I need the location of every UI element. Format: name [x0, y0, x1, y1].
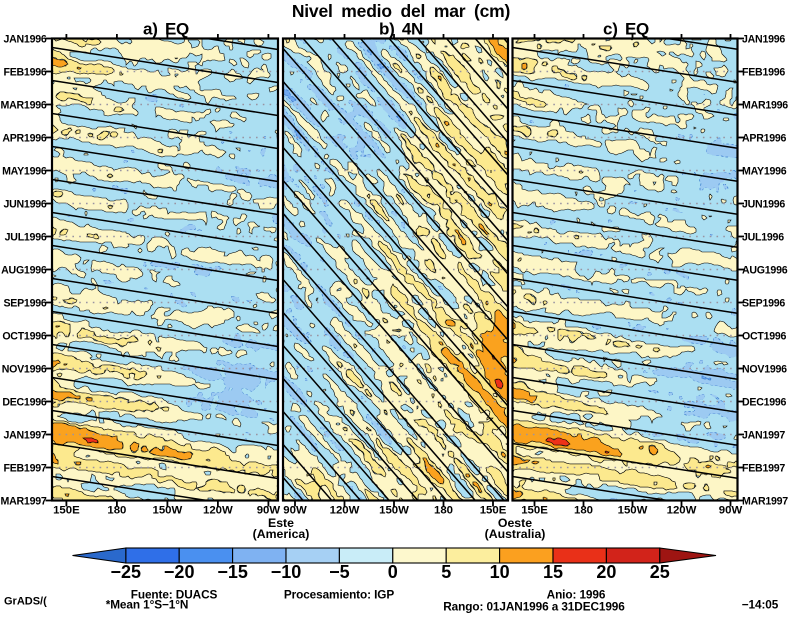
svg-text:NOV1996: NOV1996 [2, 363, 47, 375]
svg-text:b) 4N: b) 4N [379, 20, 423, 39]
svg-text:*Mean 1°S−1°N: *Mean 1°S−1°N [106, 598, 189, 612]
svg-text:180: 180 [107, 505, 126, 517]
svg-text:MAR1996: MAR1996 [742, 99, 788, 111]
svg-text:Oeste: Oeste [498, 516, 532, 530]
svg-text:(Australia): (Australia) [485, 527, 546, 541]
svg-text:GrADS/(: GrADS/( [4, 596, 47, 608]
svg-text:25: 25 [650, 562, 670, 582]
svg-text:JUL1996: JUL1996 [5, 231, 47, 243]
svg-text:JUL1996: JUL1996 [742, 231, 784, 243]
svg-text:150E: 150E [480, 505, 507, 517]
svg-text:MAY1996: MAY1996 [2, 165, 47, 177]
svg-text:150W: 150W [618, 505, 648, 517]
svg-text:(America): (America) [253, 527, 310, 541]
svg-text:−20: −20 [164, 562, 195, 582]
svg-text:c) EQ: c) EQ [603, 20, 649, 39]
svg-text:0: 0 [388, 562, 398, 582]
svg-text:JAN1996: JAN1996 [742, 33, 785, 45]
svg-text:FEB1997: FEB1997 [3, 462, 46, 474]
svg-text:−5: −5 [329, 562, 350, 582]
svg-text:120W: 120W [330, 505, 360, 517]
svg-text:90W: 90W [283, 505, 307, 517]
svg-text:20: 20 [596, 562, 616, 582]
svg-text:−15: −15 [217, 562, 248, 582]
svg-text:NOV1996: NOV1996 [742, 363, 787, 375]
svg-text:FEB1997: FEB1997 [742, 462, 785, 474]
svg-text:150W: 150W [379, 505, 409, 517]
svg-text:−14:05: −14:05 [742, 598, 779, 612]
svg-text:SEP1996: SEP1996 [742, 297, 785, 309]
svg-text:MAR1997: MAR1997 [742, 495, 788, 507]
svg-text:MAR1997: MAR1997 [1, 495, 47, 507]
svg-text:a) EQ: a) EQ [143, 20, 189, 39]
svg-text:15: 15 [543, 562, 563, 582]
svg-text:DEC1996: DEC1996 [2, 396, 47, 408]
svg-text:Rango: 01JAN1996 a 31DEC199: Rango: 01JAN1996 a 31DEC1996 [443, 600, 625, 614]
svg-text:Este: Este [268, 516, 294, 530]
svg-text:−25: −25 [111, 562, 142, 582]
svg-text:MAY1996: MAY1996 [742, 165, 787, 177]
svg-text:JAN1997: JAN1997 [3, 429, 46, 441]
svg-text:AUG1996: AUG1996 [742, 264, 788, 276]
svg-text:JAN1996: JAN1996 [3, 33, 46, 45]
svg-text:150W: 150W [153, 505, 183, 517]
svg-text:OCT1996: OCT1996 [742, 330, 787, 342]
svg-text:5: 5 [441, 562, 451, 582]
svg-text:120W: 120W [667, 505, 697, 517]
svg-text:Fuente: DUACS: Fuente: DUACS [131, 588, 218, 602]
svg-text:FEB1996: FEB1996 [3, 66, 46, 78]
svg-text:150E: 150E [53, 505, 80, 517]
svg-text:180: 180 [574, 505, 593, 517]
svg-text:Procesamiento: IGP: Procesamiento: IGP [284, 588, 395, 602]
svg-text:Nivel medio del mar (cm): Nivel medio del mar (cm) [292, 1, 510, 21]
svg-text:JUN1996: JUN1996 [3, 198, 46, 210]
svg-text:120W: 120W [203, 505, 233, 517]
svg-text:SEP1996: SEP1996 [3, 297, 46, 309]
svg-text:150E: 150E [521, 505, 548, 517]
svg-text:90W: 90W [719, 505, 743, 517]
svg-text:JAN1997: JAN1997 [742, 429, 785, 441]
svg-text:APR1996: APR1996 [742, 132, 787, 144]
svg-text:DEC1996: DEC1996 [742, 396, 787, 408]
svg-text:AUG1996: AUG1996 [1, 264, 47, 276]
svg-text:MAR1996: MAR1996 [1, 99, 47, 111]
svg-text:Anio: 1996: Anio: 1996 [547, 588, 606, 602]
svg-text:−10: −10 [271, 562, 302, 582]
svg-text:180: 180 [434, 505, 453, 517]
svg-text:90W: 90W [257, 505, 281, 517]
svg-text:JUN1996: JUN1996 [742, 198, 785, 210]
svg-text:FEB1996: FEB1996 [742, 66, 785, 78]
svg-text:APR1996: APR1996 [2, 132, 47, 144]
svg-text:10: 10 [490, 562, 510, 582]
svg-text:OCT1996: OCT1996 [2, 330, 47, 342]
